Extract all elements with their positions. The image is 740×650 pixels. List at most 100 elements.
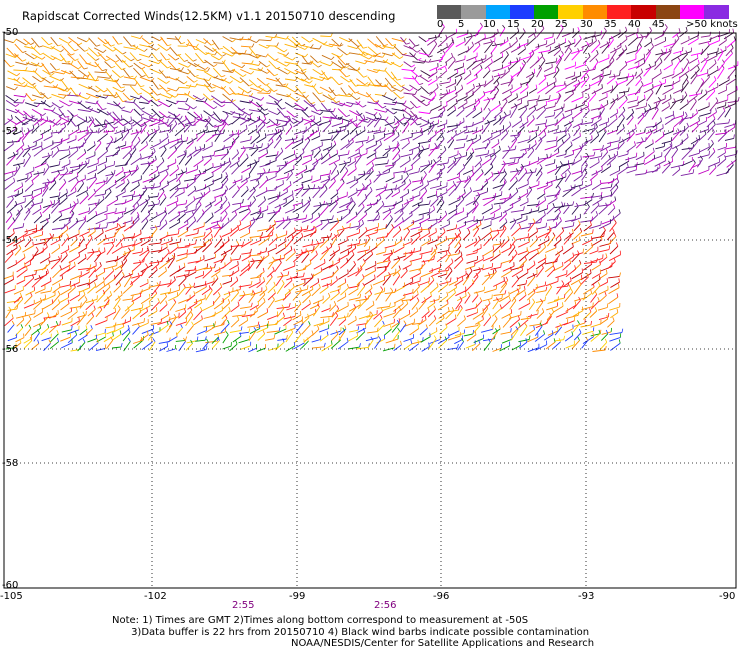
- wind-barb: [706, 124, 716, 134]
- wind-barb-flag: [175, 202, 178, 207]
- wind-barb-flag: [577, 250, 580, 255]
- wind-barb-flag: [579, 259, 582, 264]
- wind-barb: [366, 117, 377, 127]
- wind-barb: [203, 267, 215, 270]
- wind-barb-flag: [433, 255, 435, 260]
- wind-barb-flag: [331, 56, 335, 60]
- wind-barb: [30, 249, 39, 261]
- wind-barb: [24, 231, 37, 237]
- wind-barb: [562, 204, 573, 207]
- wind-barb: [517, 167, 524, 176]
- wind-barb: [589, 214, 598, 223]
- wind-barb: [5, 214, 13, 223]
- wind-barb-flag: [466, 125, 468, 130]
- wind-barb-flag: [133, 145, 137, 150]
- wind-barb: [160, 93, 171, 99]
- wind-barb-flag: [21, 182, 23, 187]
- wind-barb: [708, 151, 716, 159]
- wind-barb-flag: [428, 58, 432, 63]
- wind-barb: [547, 46, 560, 54]
- wind-barb: [502, 94, 512, 102]
- wind-barb: [375, 79, 383, 88]
- wind-barb: [410, 230, 423, 238]
- wind-barb-flag: [381, 200, 385, 205]
- wind-barb-flag: [159, 280, 161, 285]
- wind-barb-flag: [612, 204, 616, 208]
- wind-barb: [717, 67, 725, 79]
- wind-barb: [527, 221, 536, 232]
- wind-barb: [339, 163, 347, 173]
- wind-barb: [43, 294, 56, 302]
- wind-barb: [410, 226, 421, 230]
- wind-barb-flag: [707, 73, 710, 78]
- wind-barb: [347, 68, 358, 71]
- wind-barb-flag: [565, 83, 567, 88]
- wind-barb: [322, 116, 336, 119]
- wind-barb: [420, 70, 431, 77]
- wind-barb-flag: [631, 108, 635, 113]
- wind-barb: [528, 252, 539, 261]
- wind-barb-flag: [545, 100, 548, 105]
- wind-barb-flag: [532, 273, 536, 277]
- wind-barb: [211, 95, 223, 104]
- wind-barb: [95, 280, 105, 289]
- wind-barb: [526, 118, 535, 127]
- wind-barb: [102, 44, 114, 52]
- wind-barb-flag: [223, 250, 227, 255]
- wind-barb-flag: [339, 42, 343, 47]
- wind-barb-flag: [324, 259, 326, 264]
- wind-barb: [364, 278, 376, 286]
- wind-barb-flag: [451, 37, 454, 42]
- wind-barb-flag: [406, 42, 411, 45]
- wind-barb: [58, 93, 69, 97]
- wind-barb: [483, 198, 495, 207]
- wind-barb: [610, 187, 619, 198]
- wind-barb: [382, 207, 395, 214]
- wind-barb: [40, 290, 52, 294]
- wind-barb-flag: [657, 96, 661, 101]
- wind-barb: [176, 203, 187, 206]
- wind-barb-flag: [74, 114, 79, 117]
- wind-barb: [347, 45, 357, 50]
- wind-barb: [114, 175, 126, 183]
- wind-barb: [320, 138, 332, 141]
- wind-barb-flag: [697, 34, 699, 39]
- wind-barb: [571, 217, 581, 222]
- wind-barb: [250, 290, 262, 296]
- wind-barb-flag: [648, 104, 652, 108]
- wind-barb: [267, 247, 277, 253]
- wind-barb: [159, 235, 169, 241]
- wind-barb-flag: [287, 173, 289, 178]
- wind-barb: [211, 39, 220, 50]
- wind-barb: [375, 189, 386, 198]
- wind-barb-flag: [221, 75, 226, 78]
- wind-barb-flag: [144, 48, 148, 52]
- wind-barb-flag: [489, 233, 493, 238]
- wind-barb: [626, 58, 637, 64]
- wind-barb-flag: [150, 261, 152, 266]
- wind-barb: [169, 214, 180, 223]
- wind-barb: [331, 101, 343, 107]
- wind-barb-flag: [350, 197, 354, 201]
- wind-barb-flag: [379, 126, 381, 131]
- wind-barb: [130, 168, 139, 176]
- wind-barb: [492, 68, 503, 72]
- wind-barb: [94, 118, 104, 128]
- wind-barb-flag: [685, 26, 688, 31]
- wind-barb-flag: [692, 169, 695, 174]
- wind-barb: [502, 64, 511, 69]
- wind-barb: [67, 43, 76, 52]
- wind-barb-flag: [397, 131, 400, 136]
- wind-barb: [294, 228, 308, 232]
- wind-barb-flag: [474, 202, 477, 208]
- wind-barb-flag: [636, 162, 638, 167]
- wind-barb: [266, 189, 276, 192]
- wind-barb-flag: [577, 124, 581, 128]
- wind-barb: [390, 71, 398, 81]
- wind-barb: [492, 194, 502, 199]
- wind-barb: [365, 92, 376, 103]
- wind-barb: [563, 50, 572, 62]
- wind-barb: [385, 177, 395, 183]
- wind-barb: [511, 120, 522, 128]
- wind-barb-flag: [362, 258, 366, 263]
